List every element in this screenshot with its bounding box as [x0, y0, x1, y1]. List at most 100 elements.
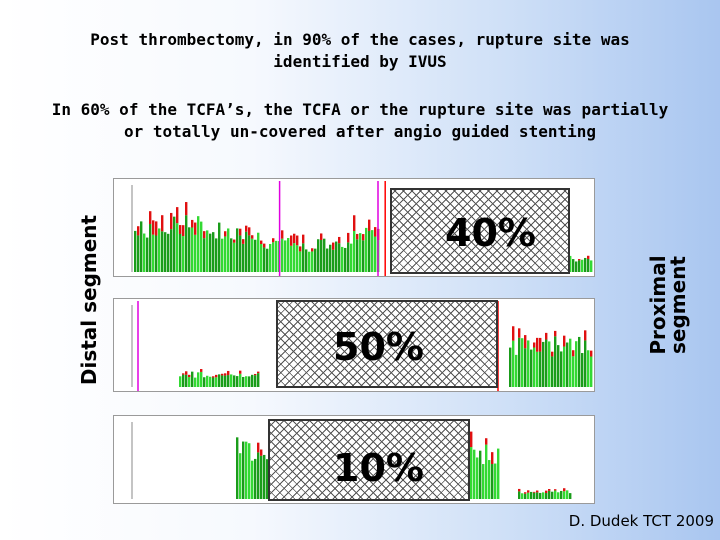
- plaque-bar: [248, 235, 251, 272]
- plaque-bar: [239, 373, 242, 387]
- plaque-bar: [260, 244, 263, 272]
- plaque-bar: [152, 234, 155, 272]
- necrotic-bar: [578, 259, 581, 261]
- plaque-bar: [233, 375, 236, 387]
- plaque-bar: [266, 459, 269, 499]
- necrotic-bar: [353, 215, 356, 231]
- plaque-bar: [548, 490, 551, 499]
- plaque-bar: [353, 230, 356, 272]
- plaque-bar: [242, 376, 245, 387]
- plaque-bar: [158, 228, 161, 272]
- plaque-bar: [563, 491, 566, 499]
- plaque-bar: [554, 490, 557, 499]
- necrotic-bar: [563, 335, 566, 347]
- necrotic-bar: [221, 373, 224, 376]
- necrotic-bar: [161, 215, 164, 232]
- plaque-bar: [203, 377, 206, 387]
- plaque-bar: [215, 377, 218, 387]
- plaque-bar: [254, 239, 257, 272]
- plaque-bar: [254, 375, 257, 387]
- plaque-bar: [209, 233, 212, 272]
- plaque-bar: [257, 232, 260, 272]
- necrotic-bar: [320, 233, 323, 240]
- percentage-bottom: 10%: [333, 446, 424, 490]
- necrotic-bar: [239, 228, 242, 236]
- plaque-bar: [563, 346, 566, 387]
- necrotic-bar: [470, 431, 473, 448]
- plaque-bar: [302, 243, 305, 272]
- plaque-bar: [491, 464, 494, 499]
- necrotic-bar: [224, 373, 227, 376]
- plaque-bar: [557, 492, 560, 499]
- plaque-bar: [248, 376, 251, 387]
- plaque-bar: [155, 235, 158, 272]
- necrotic-bar: [248, 227, 251, 236]
- plaque-bar: [482, 464, 485, 499]
- necrotic-bar: [170, 212, 173, 230]
- necrotic-bar: [545, 490, 548, 493]
- plaque-bar: [314, 248, 317, 272]
- necrotic-bar: [281, 230, 284, 239]
- necrotic-bar: [524, 335, 527, 349]
- plaque-bar: [332, 249, 335, 272]
- plaque-bar: [512, 340, 515, 387]
- necrotic-bar: [260, 240, 263, 245]
- necrotic-bar: [590, 350, 593, 357]
- plaque-bar: [293, 243, 296, 272]
- plaque-bar: [266, 248, 269, 272]
- plaque-bar: [272, 242, 275, 272]
- plaque-bar: [218, 374, 221, 387]
- plaque-bar: [191, 371, 194, 387]
- plaque-bar: [569, 338, 572, 387]
- plaque-bar: [566, 490, 569, 499]
- plaque-bar: [230, 238, 233, 272]
- plaque-bar: [263, 454, 266, 499]
- necrotic-bar: [296, 235, 299, 246]
- necrotic-bar: [185, 202, 188, 216]
- plaque-bar: [281, 238, 284, 272]
- necrotic-bar: [368, 219, 371, 231]
- plaque-bar: [206, 230, 209, 272]
- percentage-middle: 50%: [333, 325, 424, 369]
- plaque-bar: [578, 260, 581, 272]
- plaque-bar: [179, 233, 182, 272]
- plaque-bar: [359, 233, 362, 272]
- plaque-bar: [221, 238, 224, 272]
- plaque-bar: [530, 491, 533, 499]
- slide-title-line2: In 60% of the TCFA’s, the TCFA or the ru…: [0, 99, 720, 143]
- necrotic-bar: [227, 370, 230, 376]
- plaque-bar: [521, 338, 524, 387]
- plaque-bar: [284, 240, 287, 272]
- plaque-bar: [191, 227, 194, 272]
- necrotic-bar: [311, 248, 314, 252]
- plaque-bar: [572, 259, 575, 272]
- necrotic-bar: [518, 488, 521, 492]
- plaque-bar: [257, 452, 260, 499]
- plaque-bar: [539, 351, 542, 387]
- necrotic-bar: [257, 442, 260, 453]
- plaque-bar: [260, 455, 263, 499]
- plaque-bar: [257, 373, 260, 387]
- plaque-bar: [194, 234, 197, 272]
- plaque-bar: [473, 449, 476, 499]
- plaque-bar: [545, 492, 548, 499]
- plaque-bar: [248, 443, 251, 499]
- plaque-bar: [485, 444, 488, 499]
- plaque-bar: [251, 460, 254, 499]
- plaque-bar: [317, 239, 320, 272]
- plaque-bar: [224, 375, 227, 387]
- plaque-bar: [227, 228, 230, 272]
- plaque-bar: [470, 447, 473, 499]
- necrotic-bar: [563, 488, 566, 492]
- plaque-bar: [551, 356, 554, 387]
- plaque-bar: [356, 239, 359, 272]
- plaque-bar: [200, 221, 203, 272]
- plaque-bar: [581, 353, 584, 387]
- necrotic-bar: [587, 255, 590, 259]
- plaque-bar: [245, 376, 248, 387]
- necrotic-bar: [260, 449, 263, 456]
- plaque-bar: [290, 245, 293, 272]
- plaque-bar: [245, 231, 248, 272]
- necrotic-bar: [257, 371, 260, 374]
- plaque-bar: [185, 215, 188, 272]
